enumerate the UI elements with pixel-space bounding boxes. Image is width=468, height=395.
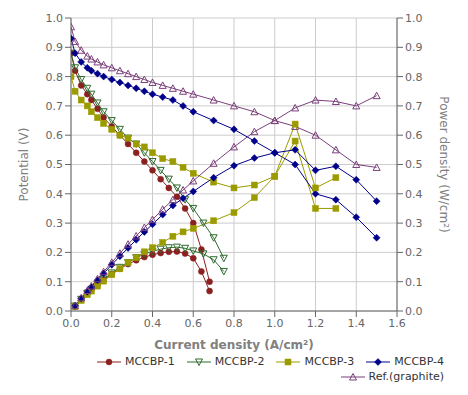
svg-text:Current density (A/cm²): Current density (A/cm²)	[154, 338, 314, 352]
html-text:Ref.(graphite): Ref.(graphite)	[368, 370, 444, 383]
html-text:MCCBP-2: MCCBP-2	[214, 355, 265, 368]
svg-text:0.1: 0.1	[405, 276, 423, 289]
svg-text:0.6: 0.6	[185, 317, 203, 330]
svg-text:0.0: 0.0	[46, 305, 64, 318]
svg-text:0.5: 0.5	[405, 158, 423, 171]
svg-text:0.6: 0.6	[405, 129, 423, 142]
svg-text:Power density (W/cm²): Power density (W/cm²)	[437, 96, 451, 232]
svg-text:0.2: 0.2	[46, 246, 64, 259]
svg-text:0.9: 0.9	[405, 41, 423, 54]
svg-text:0.4: 0.4	[405, 188, 423, 201]
svg-text:1.0: 1.0	[266, 317, 284, 330]
svg-text:0.5: 0.5	[46, 158, 64, 171]
svg-text:0.4: 0.4	[144, 317, 162, 330]
html-text:MCCBP-4: MCCBP-4	[394, 355, 444, 368]
svg-text:1.0: 1.0	[46, 12, 64, 25]
svg-text:0.7: 0.7	[405, 100, 423, 113]
svg-text:0.8: 0.8	[46, 71, 64, 84]
svg-text:1.4: 1.4	[348, 317, 366, 330]
svg-text:1.0: 1.0	[405, 12, 423, 25]
svg-text:0.1: 0.1	[46, 276, 64, 289]
svg-text:0.8: 0.8	[225, 317, 243, 330]
svg-text:0.6: 0.6	[46, 129, 64, 142]
svg-text:1.2: 1.2	[307, 317, 325, 330]
svg-text:0.2: 0.2	[405, 246, 423, 259]
html-text:MCCBP-3: MCCBP-3	[304, 355, 355, 368]
svg-text:0.8: 0.8	[405, 71, 423, 84]
svg-text:0.7: 0.7	[46, 100, 64, 113]
svg-text:Potential (V): Potential (V)	[17, 128, 31, 202]
svg-text:0.9: 0.9	[46, 41, 64, 54]
svg-text:0.0: 0.0	[62, 317, 80, 330]
svg-text:0.3: 0.3	[405, 217, 423, 230]
svg-text:0.4: 0.4	[46, 188, 64, 201]
svg-text:0.0: 0.0	[405, 305, 423, 318]
svg-text:0.2: 0.2	[103, 317, 121, 330]
html-text:MCCBP-1: MCCBP-1	[124, 355, 175, 368]
svg-text:1.6: 1.6	[388, 317, 406, 330]
svg-text:0.3: 0.3	[46, 217, 64, 230]
